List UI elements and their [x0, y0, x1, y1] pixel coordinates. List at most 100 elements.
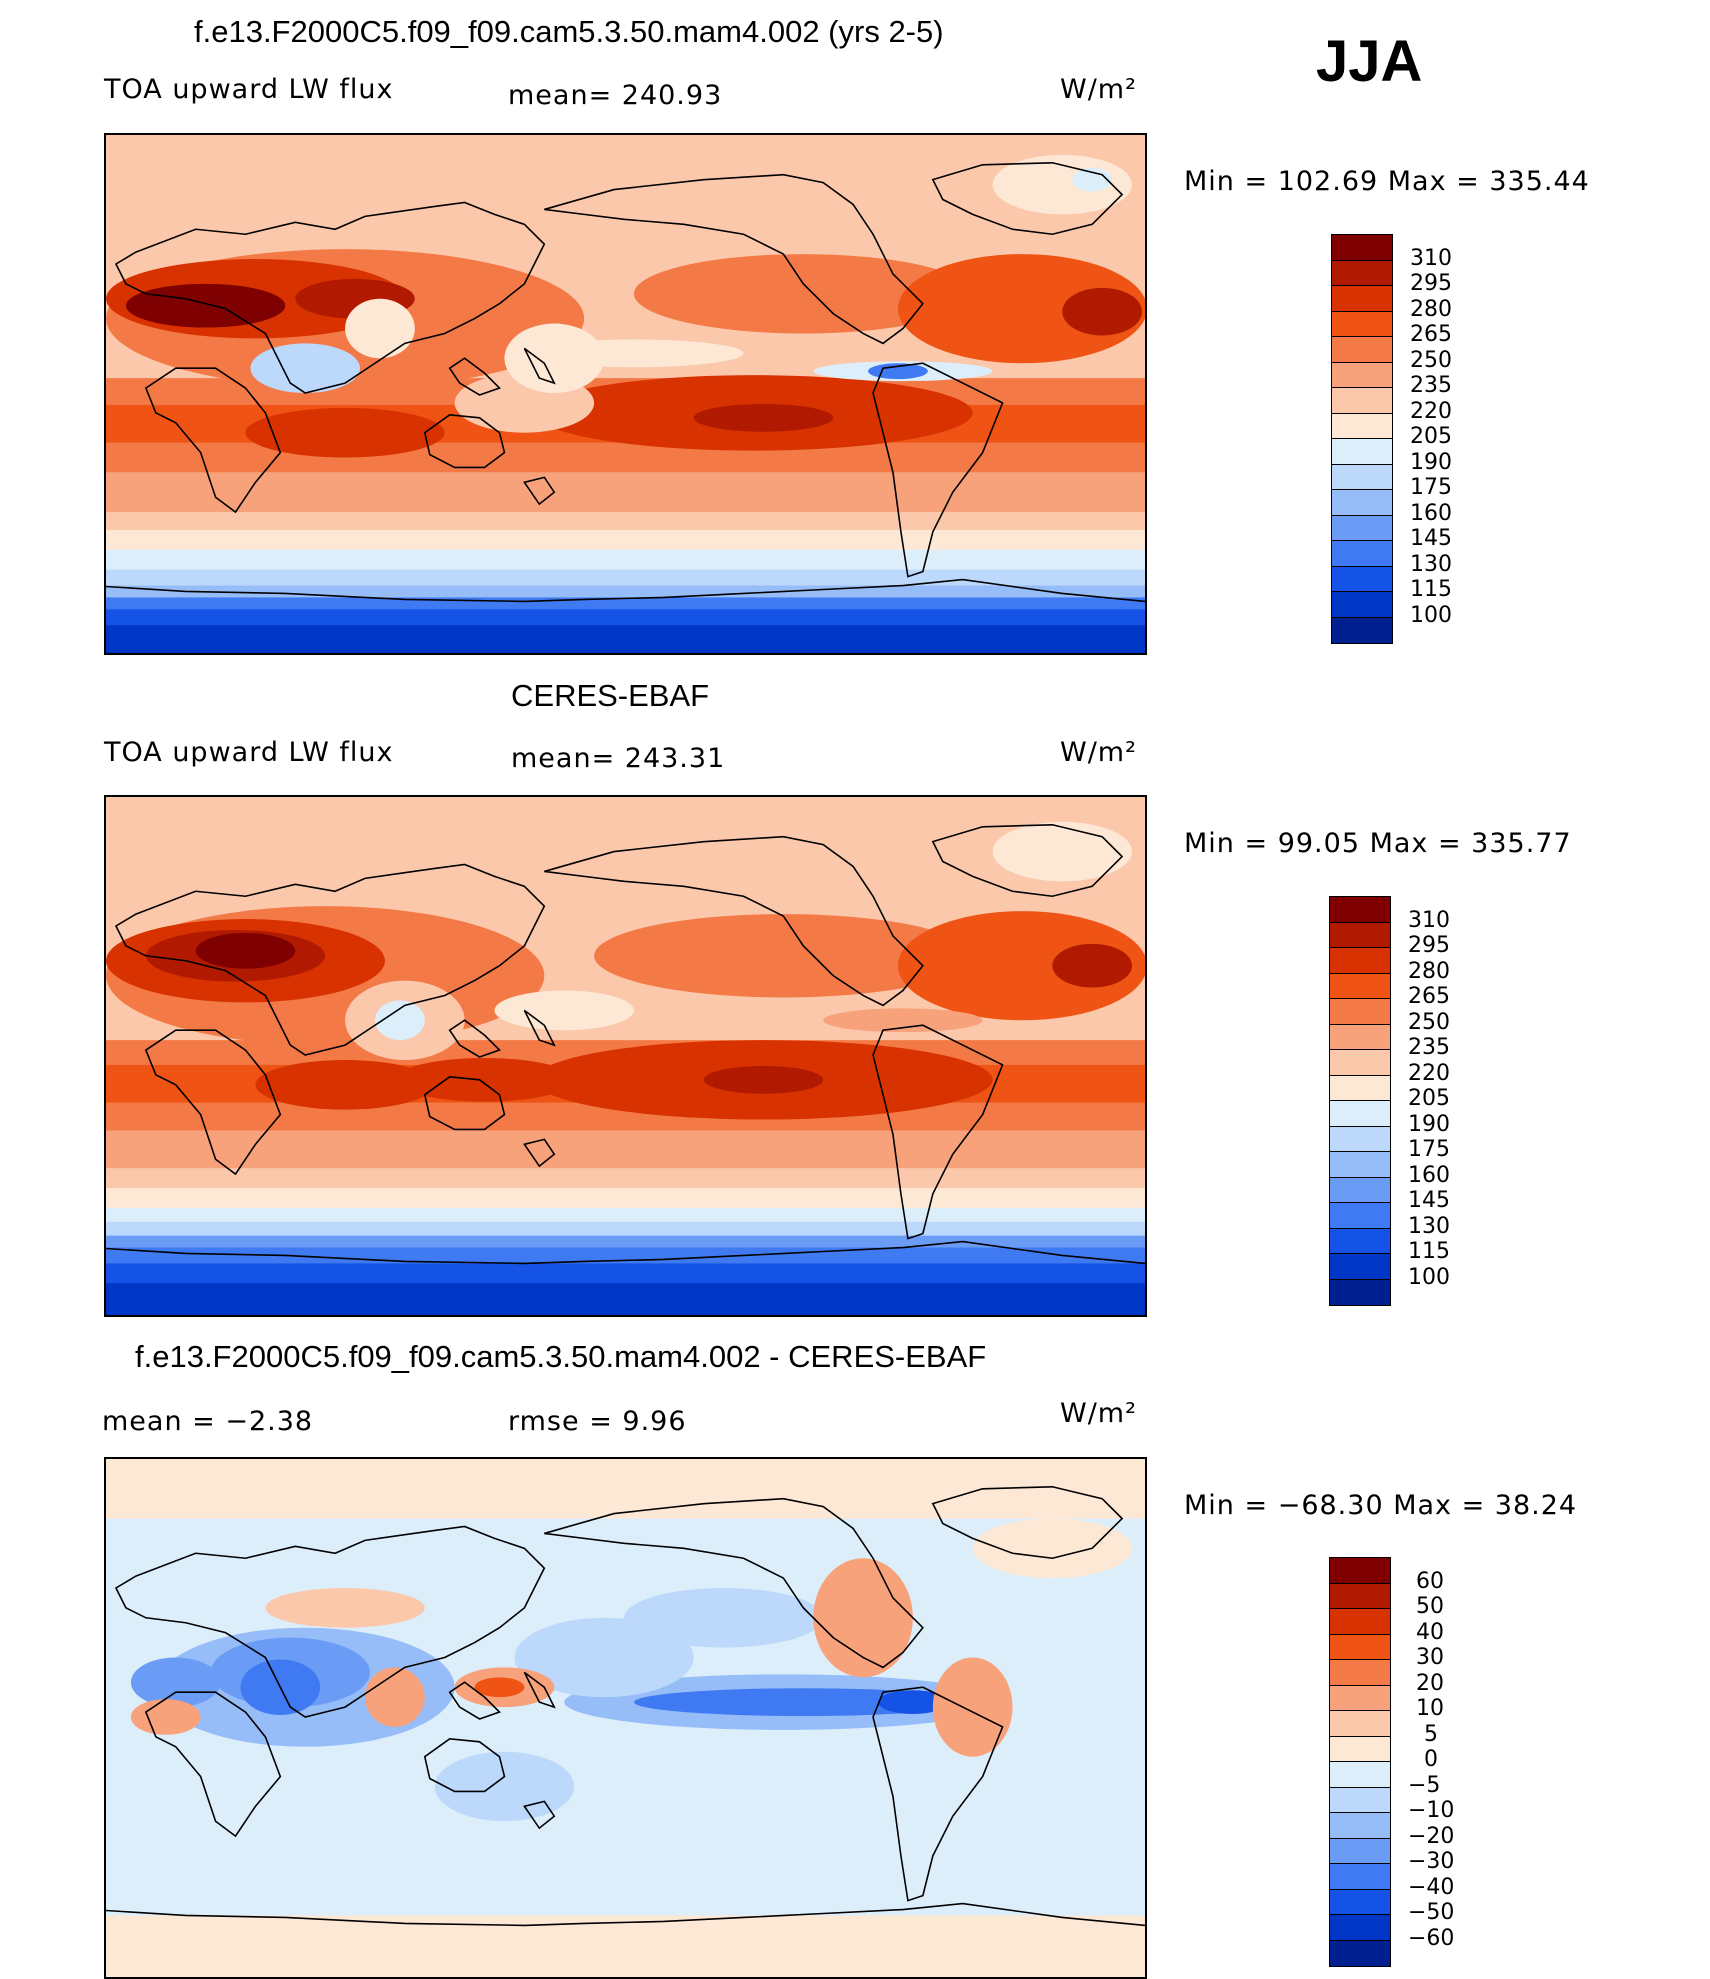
colorbar-swatch — [1332, 362, 1392, 388]
panel-diff-units: W/m² — [1060, 1398, 1137, 1429]
colorbar-tick-label: −30 — [1408, 1849, 1455, 1874]
colorbar-tick-label: −10 — [1408, 1798, 1455, 1823]
colorbar-swatch — [1330, 1177, 1390, 1203]
colorbar-tick-label: 280 — [1410, 297, 1452, 322]
colorbar-tick-label: 190 — [1410, 450, 1452, 475]
colorbar-tick-label: 310 — [1410, 246, 1452, 271]
panel-diff-colorbar — [1329, 1557, 1391, 1967]
colorbar-swatch — [1332, 235, 1392, 261]
colorbar-swatch — [1332, 566, 1392, 592]
colorbar-swatch — [1332, 388, 1392, 414]
panel-obs-minmax: Min = 99.05 Max = 335.77 — [1184, 828, 1572, 859]
colorbar-swatch — [1332, 311, 1392, 337]
colorbar-swatch — [1330, 1609, 1390, 1635]
colorbar-tick-label: 190 — [1408, 1112, 1450, 1137]
colorbar-swatch — [1332, 337, 1392, 363]
colorbar-tick-label: 50 — [1416, 1594, 1444, 1619]
colorbar-tick-label: −5 — [1408, 1773, 1441, 1798]
panel-obs-colorbar — [1329, 896, 1391, 1306]
colorbar-swatch — [1330, 1889, 1390, 1915]
colorbar-swatch — [1330, 999, 1390, 1025]
colorbar-tick-label: 280 — [1408, 959, 1450, 984]
colorbar-swatch — [1330, 1583, 1390, 1609]
colorbar-tick-label: 60 — [1416, 1569, 1444, 1594]
colorbar-tick-label: 115 — [1410, 577, 1452, 602]
panel-obs-map — [104, 795, 1147, 1317]
colorbar-swatch — [1330, 1050, 1390, 1076]
colorbar-tick-label: 115 — [1408, 1239, 1450, 1264]
colorbar-swatch — [1330, 1864, 1390, 1890]
colorbar-tick-label: 265 — [1408, 984, 1450, 1009]
colorbar-swatch — [1330, 1634, 1390, 1660]
colorbar-tick-label: 130 — [1408, 1214, 1450, 1239]
panel-model-minmax: Min = 102.69 Max = 335.44 — [1184, 166, 1590, 197]
colorbar-swatch — [1332, 592, 1392, 618]
colorbar-tick-label: 235 — [1408, 1035, 1450, 1060]
colorbar-swatch — [1330, 922, 1390, 948]
colorbar-swatch — [1330, 1685, 1390, 1711]
colorbar-tick-label: 250 — [1408, 1010, 1450, 1035]
colorbar-tick-label: 250 — [1410, 348, 1452, 373]
panel-model-colorbar — [1331, 234, 1393, 644]
colorbar-swatch — [1332, 286, 1392, 312]
colorbar-swatch — [1332, 464, 1392, 490]
season-label: JJA — [1316, 29, 1423, 94]
colorbar-tick-label: −50 — [1408, 1900, 1455, 1925]
colorbar-swatch — [1330, 1813, 1390, 1839]
panel-obs-variable-label: TOA upward LW flux — [104, 737, 394, 768]
colorbar-swatch — [1330, 973, 1390, 999]
colorbar-tick-label: 160 — [1408, 1163, 1450, 1188]
colorbar-swatch — [1330, 1126, 1390, 1152]
colorbar-swatch — [1330, 1558, 1390, 1584]
panel-obs-mean-label: mean= 243.31 — [511, 743, 726, 774]
colorbar-swatch — [1330, 1279, 1390, 1305]
colorbar-tick-label: 0 — [1424, 1747, 1438, 1772]
colorbar-tick-label: 30 — [1416, 1645, 1444, 1670]
colorbar-swatch — [1330, 1660, 1390, 1686]
colorbar-tick-label: 130 — [1410, 552, 1452, 577]
colorbar-swatch — [1332, 541, 1392, 567]
colorbar-tick-label: 220 — [1408, 1061, 1450, 1086]
colorbar-swatch — [1330, 1024, 1390, 1050]
colorbar-tick-label: 145 — [1410, 526, 1452, 551]
panel-model-map — [104, 133, 1147, 655]
colorbar-swatch — [1330, 1940, 1390, 1966]
panel-obs-units: W/m² — [1060, 737, 1137, 768]
colorbar-tick-label: 205 — [1408, 1086, 1450, 1111]
colorbar-tick-label: 10 — [1416, 1696, 1444, 1721]
colorbar-tick-label: −60 — [1408, 1926, 1455, 1951]
panel-model-title: f.e13.F2000C5.f09_f09.cam5.3.50.mam4.002… — [194, 14, 944, 49]
colorbar-tick-label: 220 — [1410, 399, 1452, 424]
colorbar-swatch — [1332, 413, 1392, 439]
colorbar-tick-label: 145 — [1408, 1188, 1450, 1213]
colorbar-tick-label: 265 — [1410, 322, 1452, 347]
colorbar-swatch — [1330, 1711, 1390, 1737]
colorbar-swatch — [1330, 1787, 1390, 1813]
colorbar-tick-label: 20 — [1416, 1671, 1444, 1696]
panel-model-mean-label: mean= 240.93 — [508, 80, 723, 111]
colorbar-swatch — [1330, 1838, 1390, 1864]
panel-diff-rmse-label: rmse = 9.96 — [508, 1406, 687, 1437]
colorbar-swatch — [1330, 1075, 1390, 1101]
colorbar-tick-label: −40 — [1408, 1875, 1455, 1900]
panel-model-variable-label: TOA upward LW flux — [104, 74, 394, 105]
colorbar-swatch — [1330, 1203, 1390, 1229]
colorbar-swatch — [1332, 439, 1392, 465]
colorbar-tick-label: 310 — [1408, 908, 1450, 933]
colorbar-swatch — [1330, 897, 1390, 923]
colorbar-swatch — [1332, 260, 1392, 286]
panel-obs-title: CERES-EBAF — [511, 678, 710, 713]
colorbar-tick-label: −20 — [1408, 1824, 1455, 1849]
panel-model-units: W/m² — [1060, 74, 1137, 105]
panel-diff-mean-label: mean = −2.38 — [102, 1406, 314, 1437]
colorbar-tick-label: 40 — [1416, 1620, 1444, 1645]
colorbar-swatch — [1330, 1101, 1390, 1127]
colorbar-swatch — [1330, 1915, 1390, 1941]
colorbar-tick-label: 100 — [1410, 603, 1452, 628]
panel-diff-minmax: Min = −68.30 Max = 38.24 — [1184, 1490, 1578, 1521]
colorbar-tick-label: 175 — [1408, 1137, 1450, 1162]
panel-diff-map — [104, 1457, 1147, 1979]
colorbar-swatch — [1330, 1254, 1390, 1280]
colorbar-swatch — [1330, 1228, 1390, 1254]
colorbar-swatch — [1332, 490, 1392, 516]
